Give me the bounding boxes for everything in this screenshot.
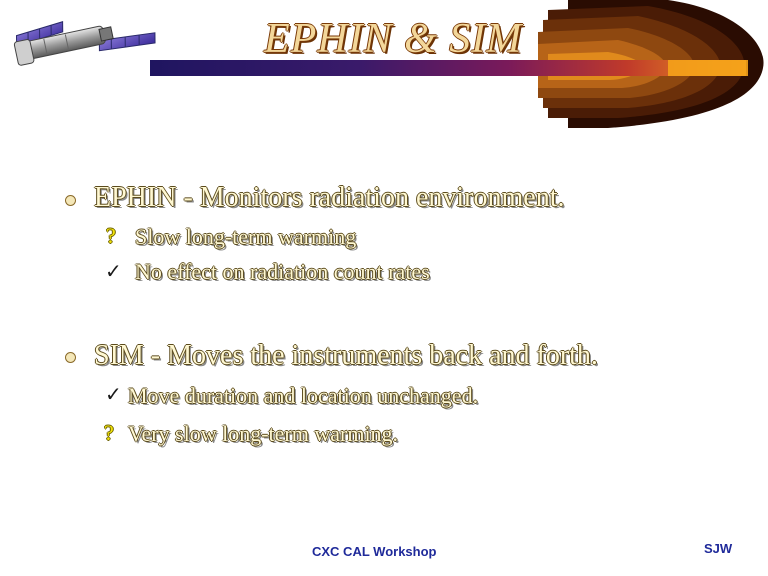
question-mark-icon: ? xyxy=(106,223,116,248)
section-heading-ephin: EPHIN - Monitors radiation environment. xyxy=(94,182,565,213)
check-mark-icon: ✓ xyxy=(105,259,122,283)
list-item: Very slow long-term warming. xyxy=(128,421,399,446)
check-mark-icon: ✓ xyxy=(105,382,122,406)
section-heading-sim: SIM - Moves the instruments back and for… xyxy=(94,340,598,371)
footer-workshop: CXC CAL Workshop xyxy=(312,544,437,559)
satellite-icon xyxy=(13,21,156,66)
footer-author: SJW xyxy=(704,541,733,556)
slide-title: EPHIN & SIM xyxy=(264,16,523,62)
list-item: Slow long-term warming xyxy=(135,224,357,249)
bullet-dot xyxy=(65,352,76,363)
list-item: No effect on radiation count rates xyxy=(135,259,430,284)
comet-banner-graphic xyxy=(150,0,764,128)
bullet-dot xyxy=(65,195,76,206)
question-mark-icon: ? xyxy=(104,420,114,445)
list-item: Move duration and location unchanged. xyxy=(128,383,479,408)
